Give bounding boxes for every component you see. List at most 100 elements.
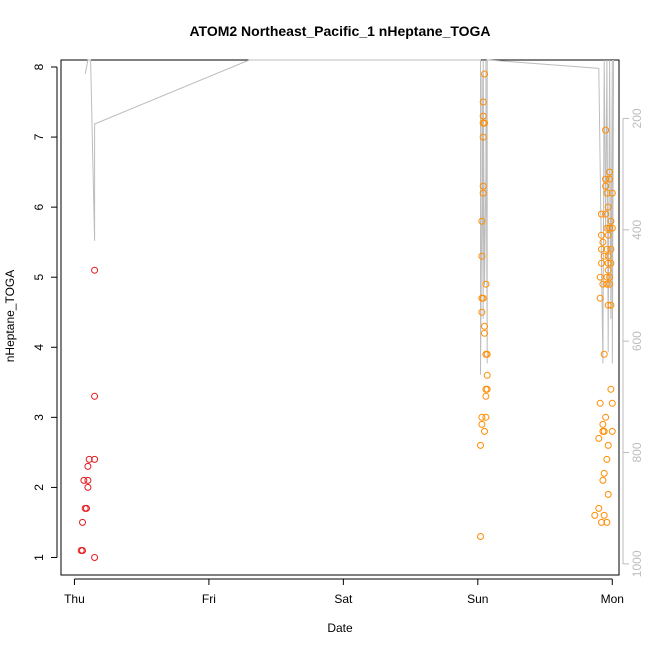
data-point bbox=[598, 259, 605, 267]
data-point bbox=[608, 427, 616, 435]
y2-tick-label: 200 bbox=[630, 108, 644, 128]
data-point bbox=[602, 182, 610, 190]
data-point bbox=[91, 392, 99, 400]
data-point bbox=[606, 175, 614, 183]
data-point bbox=[478, 308, 486, 316]
y2-tick-label: 800 bbox=[630, 442, 644, 462]
data-point bbox=[600, 469, 608, 477]
data-point bbox=[477, 533, 484, 540]
y2-tick-label: 400 bbox=[630, 219, 644, 239]
data-point bbox=[479, 98, 487, 106]
data-point bbox=[482, 280, 490, 288]
data-point bbox=[79, 547, 86, 554]
data-point bbox=[599, 476, 607, 484]
data-point bbox=[603, 518, 611, 526]
secondary-line-layer bbox=[84, 59, 615, 375]
data-point bbox=[607, 301, 615, 309]
data-point bbox=[91, 455, 99, 463]
x-tick-label: Fri bbox=[202, 592, 216, 606]
data-point bbox=[595, 434, 603, 442]
data-point bbox=[91, 266, 99, 274]
data-point bbox=[600, 350, 608, 358]
data-point bbox=[604, 259, 612, 267]
data-point bbox=[602, 210, 610, 218]
data-point bbox=[598, 518, 605, 526]
chart-title: ATOM2 Northeast_Pacific_1 nHeptane_TOGA bbox=[189, 23, 490, 39]
data-point bbox=[479, 112, 487, 120]
data-point bbox=[84, 476, 92, 484]
data-point bbox=[599, 420, 607, 428]
data-point bbox=[84, 483, 92, 491]
data-point bbox=[604, 301, 612, 309]
data-point bbox=[606, 280, 614, 288]
data-point bbox=[595, 504, 603, 512]
x-tick-label: Sat bbox=[334, 592, 353, 606]
data-point bbox=[478, 420, 486, 428]
data-point bbox=[603, 273, 611, 281]
y2-tick-label: 1000 bbox=[630, 550, 644, 577]
data-point bbox=[598, 231, 605, 239]
y-tick-label: 4 bbox=[32, 344, 46, 351]
data-point bbox=[600, 427, 608, 435]
y-tick-label: 3 bbox=[32, 414, 46, 421]
y2-tick-label: 600 bbox=[630, 331, 644, 351]
y-tick-label: 2 bbox=[32, 484, 46, 491]
data-point bbox=[599, 238, 607, 246]
data-point bbox=[607, 259, 615, 267]
data-point bbox=[600, 252, 608, 260]
x-tick-label: Thu bbox=[64, 592, 85, 606]
x-axis-label: Date bbox=[327, 621, 353, 635]
data-point bbox=[603, 245, 611, 253]
y-tick-label: 1 bbox=[32, 554, 46, 561]
data-point bbox=[482, 413, 490, 421]
y-tick-label: 6 bbox=[32, 203, 46, 210]
data-point bbox=[483, 385, 491, 393]
data-point bbox=[596, 399, 604, 407]
data-point bbox=[603, 280, 611, 288]
y-tick-label: 7 bbox=[32, 133, 46, 140]
data-point bbox=[479, 182, 487, 190]
data-point bbox=[481, 329, 488, 337]
data-point bbox=[606, 273, 614, 281]
data-point bbox=[604, 252, 612, 260]
data-point bbox=[596, 294, 604, 302]
data-point bbox=[482, 392, 490, 400]
data-point bbox=[602, 126, 610, 134]
data-point bbox=[477, 441, 484, 449]
data-point bbox=[79, 518, 86, 526]
data-point bbox=[602, 413, 610, 421]
data-point bbox=[608, 399, 616, 407]
data-point bbox=[604, 231, 612, 239]
data-point bbox=[604, 203, 612, 211]
data-point bbox=[603, 189, 611, 197]
data-point bbox=[481, 70, 488, 78]
y-axis-label: nHeptane_TOGA bbox=[3, 270, 17, 363]
plot-frame bbox=[60, 59, 620, 576]
data-point bbox=[607, 245, 615, 253]
data-point bbox=[607, 217, 615, 225]
data-point bbox=[481, 119, 488, 127]
data-point bbox=[598, 245, 605, 253]
data-point bbox=[604, 266, 612, 274]
data-point bbox=[91, 554, 99, 561]
data-point bbox=[83, 504, 90, 512]
data-point bbox=[596, 273, 604, 281]
data-point bbox=[481, 322, 488, 330]
data-point bbox=[598, 210, 605, 218]
data-point bbox=[591, 511, 599, 519]
data-point bbox=[483, 350, 491, 358]
data-point bbox=[84, 462, 92, 470]
y-tick-label: 5 bbox=[32, 274, 46, 281]
data-point bbox=[85, 455, 93, 463]
data-point bbox=[602, 175, 610, 183]
data-point bbox=[479, 294, 487, 302]
data-point bbox=[483, 371, 491, 379]
data-point bbox=[604, 490, 612, 498]
data-point bbox=[479, 133, 487, 141]
data-point bbox=[606, 168, 614, 176]
axes-layer: Thu Fri Sat Sun Mon 1 2 3 4 5 6 7 8 200 400 600 800 1000 bbox=[32, 63, 644, 606]
data-point bbox=[603, 224, 611, 232]
secondary-line bbox=[84, 59, 615, 375]
